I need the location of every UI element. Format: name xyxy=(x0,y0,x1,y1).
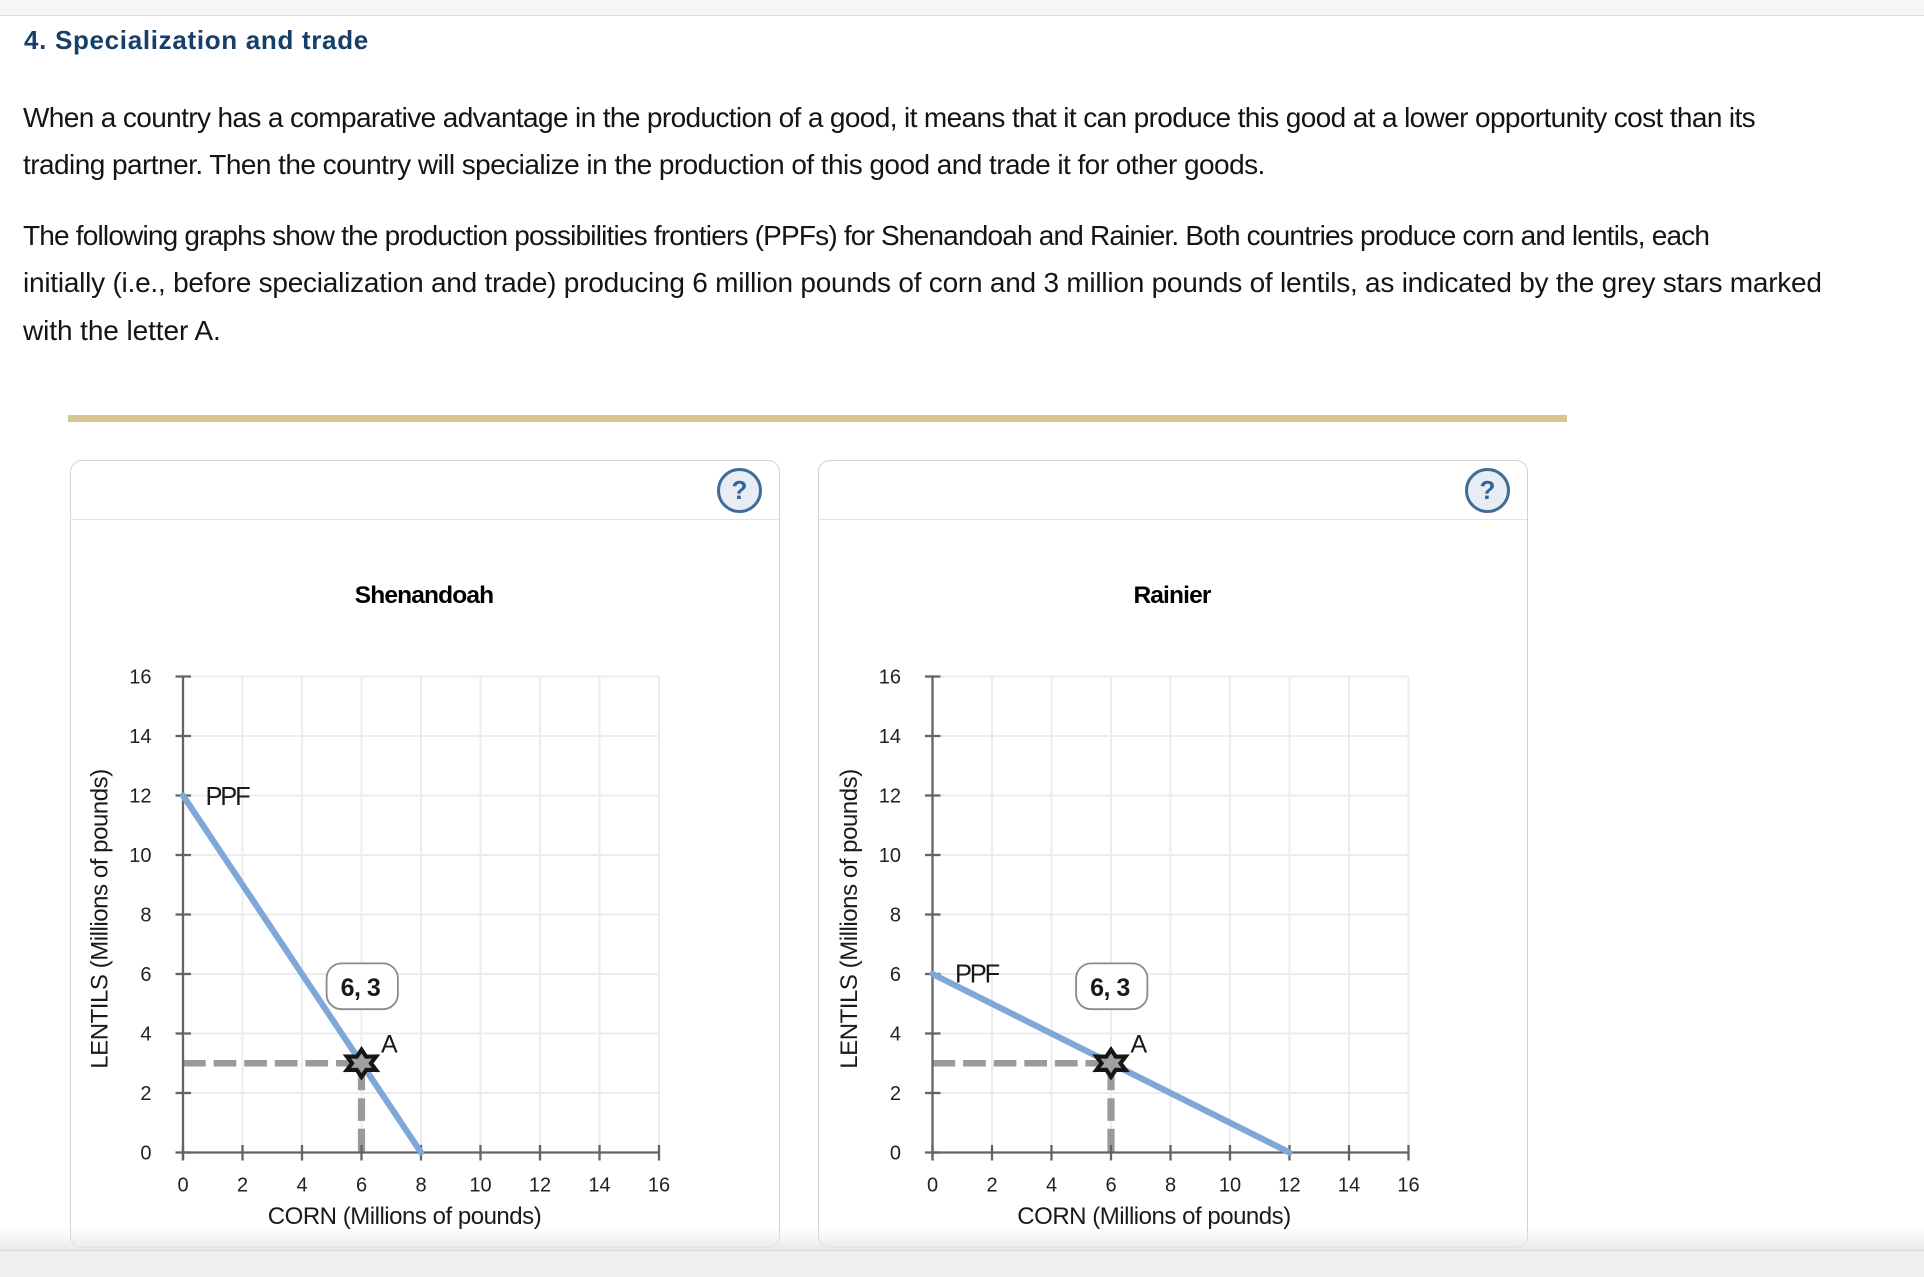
svg-text:12: 12 xyxy=(879,786,901,808)
svg-text:10: 10 xyxy=(879,845,901,867)
svg-text:10: 10 xyxy=(1219,1175,1241,1197)
svg-text:12: 12 xyxy=(529,1175,551,1197)
svg-text:6, 3: 6, 3 xyxy=(1090,974,1130,1002)
svg-text:10: 10 xyxy=(469,1175,491,1197)
svg-text:6, 3: 6, 3 xyxy=(341,974,381,1002)
svg-text:LENTILS (Millions of pounds): LENTILS (Millions of pounds) xyxy=(836,769,863,1069)
svg-text:8: 8 xyxy=(1165,1175,1176,1197)
svg-text:16: 16 xyxy=(1397,1175,1419,1197)
svg-text:CORN (Millions of pounds): CORN (Millions of pounds) xyxy=(268,1203,541,1230)
svg-text:A: A xyxy=(381,1031,398,1059)
svg-text:12: 12 xyxy=(1278,1175,1300,1197)
svg-text:0: 0 xyxy=(140,1143,151,1165)
svg-text:4: 4 xyxy=(890,1024,901,1046)
svg-text:10: 10 xyxy=(129,845,151,867)
svg-text:14: 14 xyxy=(588,1175,610,1197)
svg-text:16: 16 xyxy=(879,667,901,689)
svg-text:4: 4 xyxy=(296,1175,307,1197)
svg-text:CORN (Millions of pounds): CORN (Millions of pounds) xyxy=(1017,1203,1290,1230)
svg-text:16: 16 xyxy=(129,667,151,689)
svg-text:6: 6 xyxy=(356,1175,367,1197)
svg-text:12: 12 xyxy=(129,786,151,808)
svg-text:2: 2 xyxy=(237,1175,248,1197)
svg-text:0: 0 xyxy=(927,1175,938,1197)
svg-text:16: 16 xyxy=(648,1175,670,1197)
svg-text:0: 0 xyxy=(177,1175,188,1197)
svg-text:PPF: PPF xyxy=(206,783,251,811)
svg-text:0: 0 xyxy=(890,1143,901,1165)
svg-text:4: 4 xyxy=(1046,1175,1057,1197)
svg-text:8: 8 xyxy=(415,1175,426,1197)
svg-text:2: 2 xyxy=(140,1083,151,1105)
svg-text:6: 6 xyxy=(140,964,151,986)
svg-text:14: 14 xyxy=(879,726,901,748)
svg-text:6: 6 xyxy=(1105,1175,1116,1197)
svg-text:LENTILS (Millions of pounds): LENTILS (Millions of pounds) xyxy=(87,769,114,1069)
svg-text:14: 14 xyxy=(1338,1175,1360,1197)
svg-text:8: 8 xyxy=(140,905,151,927)
svg-text:PPF: PPF xyxy=(955,961,1000,989)
svg-text:2: 2 xyxy=(986,1175,997,1197)
svg-text:2: 2 xyxy=(890,1083,901,1105)
svg-text:6: 6 xyxy=(890,964,901,986)
svg-text:4: 4 xyxy=(140,1024,151,1046)
svg-text:8: 8 xyxy=(890,905,901,927)
svg-text:A: A xyxy=(1131,1031,1148,1059)
svg-text:14: 14 xyxy=(129,726,151,748)
